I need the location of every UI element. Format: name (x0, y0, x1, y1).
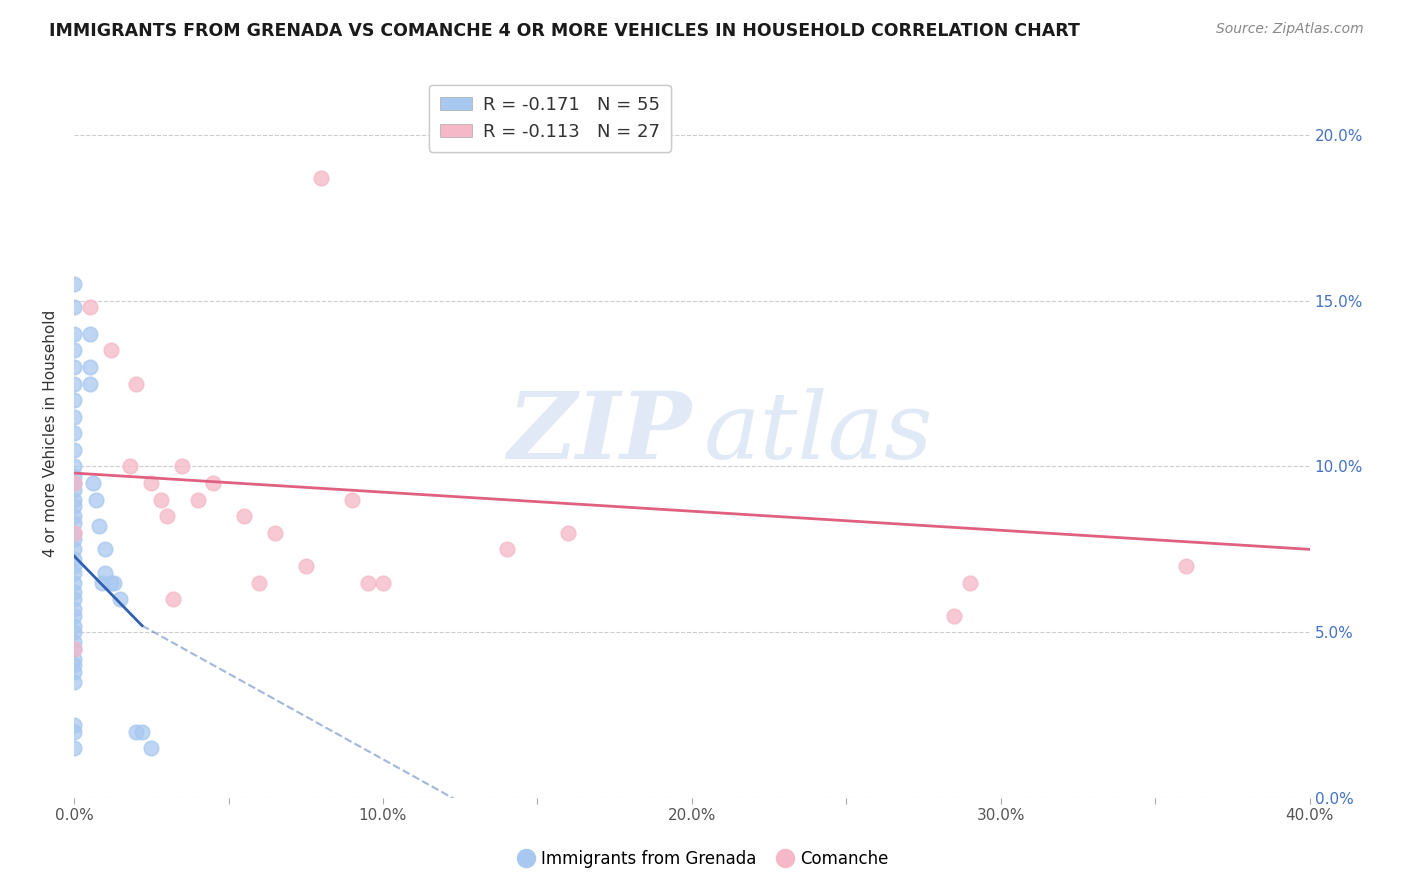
Point (100, 575, 122, 590)
Point (63, 718, 86, 732)
Point (94, 566, 117, 580)
Point (63, 665, 86, 679)
Point (63, 476, 86, 491)
Point (79, 359, 101, 374)
Point (63, 552, 86, 566)
Point (110, 592, 132, 607)
Point (79, 326, 101, 341)
Point (202, 476, 225, 491)
Point (249, 575, 271, 590)
Point (63, 376, 86, 391)
Point (1175, 558, 1198, 573)
Point (63, 483, 86, 497)
Point (94, 542, 117, 557)
Point (63, 635, 86, 649)
Point (162, 592, 184, 607)
Point (63, 277, 86, 291)
Point (63, 343, 86, 358)
Point (263, 525, 285, 540)
Point (63, 525, 86, 540)
Point (63, 741, 86, 756)
Point (79, 300, 101, 314)
Point (63, 558, 86, 573)
Point (63, 585, 86, 599)
Point (959, 575, 981, 590)
Text: atlas: atlas (704, 388, 934, 478)
Point (63, 426, 86, 441)
Point (63, 652, 86, 666)
Point (100, 343, 122, 358)
Point (63, 516, 86, 530)
Point (187, 492, 209, 507)
Legend: Immigrants from Grenada, Comanche: Immigrants from Grenada, Comanche (512, 844, 894, 875)
Point (233, 509, 256, 524)
Point (156, 509, 179, 524)
Point (63, 608, 86, 623)
Point (63, 533, 86, 547)
Point (63, 469, 86, 483)
Point (63, 300, 86, 314)
Point (131, 724, 153, 739)
Point (63, 326, 86, 341)
Point (63, 625, 86, 640)
Point (63, 724, 86, 739)
Point (557, 525, 579, 540)
Point (141, 476, 163, 491)
Point (87, 519, 110, 533)
Text: ZIP: ZIP (508, 388, 692, 478)
Text: IMMIGRANTS FROM GRENADA VS COMANCHE 4 OR MORE VEHICLES IN HOUSEHOLD CORRELATION : IMMIGRANTS FROM GRENADA VS COMANCHE 4 OR… (49, 22, 1080, 40)
Point (172, 459, 194, 474)
Point (371, 575, 394, 590)
Point (84, 492, 107, 507)
Point (63, 525, 86, 540)
Point (63, 359, 86, 374)
Point (63, 602, 86, 616)
Point (495, 542, 517, 557)
Point (63, 500, 86, 514)
Point (309, 170, 332, 185)
Point (63, 509, 86, 524)
Point (340, 492, 363, 507)
Text: Source: ZipAtlas.com: Source: ZipAtlas.com (1216, 22, 1364, 37)
Point (63, 442, 86, 457)
Point (79, 376, 101, 391)
Point (63, 592, 86, 607)
Point (63, 675, 86, 690)
Legend: R = -0.171   N = 55, R = -0.113   N = 27: R = -0.171 N = 55, R = -0.113 N = 27 (429, 85, 671, 152)
Point (63, 575, 86, 590)
Point (63, 476, 86, 491)
Point (63, 393, 86, 408)
Point (294, 558, 316, 573)
Point (82, 476, 104, 491)
Point (63, 542, 86, 557)
Point (63, 459, 86, 474)
Point (149, 492, 172, 507)
Point (63, 618, 86, 632)
Point (118, 459, 141, 474)
Point (63, 409, 86, 424)
Point (63, 566, 86, 580)
Point (63, 641, 86, 656)
Y-axis label: 4 or more Vehicles in Household: 4 or more Vehicles in Household (44, 310, 58, 557)
Point (63, 641, 86, 656)
Point (63, 492, 86, 507)
Point (125, 724, 148, 739)
Point (356, 575, 378, 590)
Point (90, 575, 112, 590)
Point (125, 376, 148, 391)
Point (943, 608, 966, 623)
Point (141, 741, 163, 756)
Point (63, 658, 86, 673)
Point (103, 575, 125, 590)
